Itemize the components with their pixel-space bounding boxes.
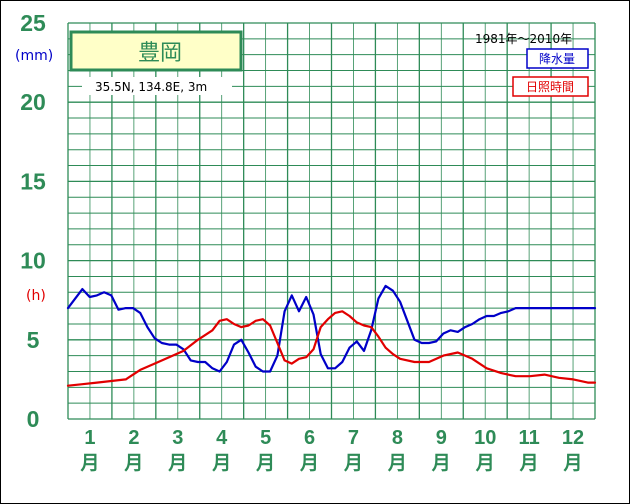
month-label: 11 <box>519 427 540 449</box>
y-tick-labels: 0 5 10 15 20 25 <box>20 10 46 432</box>
series-lines <box>66 284 597 387</box>
month-label: 1 <box>84 427 95 449</box>
sunshine-unit-label: (h) <box>26 288 46 304</box>
period-label: 1981年〜2010年 <box>475 32 572 46</box>
month-suffix: 月 <box>519 452 539 474</box>
month-label: 4 <box>216 427 228 449</box>
month-suffix: 月 <box>387 452 407 474</box>
month-suffix: 月 <box>563 452 583 474</box>
month-label: 10 <box>474 427 496 449</box>
y-tick-label: 5 <box>27 327 40 353</box>
month-suffix: 月 <box>255 452 275 474</box>
legend-sunshine: 日照時間 <box>526 80 574 94</box>
month-label: 8 <box>392 427 403 449</box>
y-tick-label: 15 <box>20 168 46 194</box>
month-labels: 1 月 2 月 3 月 4 月 5 月 6 月 7 月 8 月 9 月 10 月 11 月 12 月 <box>79 427 584 474</box>
y-tick-label: 0 <box>27 406 40 432</box>
legend-sunshine-box <box>512 76 589 97</box>
month-suffix: 月 <box>475 452 495 474</box>
month-suffix: 月 <box>431 452 451 474</box>
legend-precipitation-box <box>526 48 589 69</box>
month-label: 9 <box>436 427 447 449</box>
y-tick-label: 10 <box>20 248 46 274</box>
y-tick-label: 25 <box>20 10 46 36</box>
legend-precipitation: 降水量 <box>539 52 575 66</box>
month-label: 12 <box>562 427 584 449</box>
precipitation-unit-label: (mm) <box>15 48 53 64</box>
month-suffix: 月 <box>167 452 187 474</box>
month-label: 5 <box>260 427 271 449</box>
month-label: 3 <box>172 427 183 449</box>
station-name-box <box>69 30 243 72</box>
y-tick-label: 20 <box>20 89 46 115</box>
month-label: 2 <box>128 427 139 449</box>
station-location: 35.5N, 134.8E, 3m <box>95 80 207 94</box>
station-name: 豊岡 <box>138 41 182 66</box>
sunshine-line <box>66 310 597 387</box>
month-suffix: 月 <box>299 452 319 474</box>
month-label: 7 <box>348 427 359 449</box>
month-label: 6 <box>304 427 315 449</box>
location-label-bg <box>82 77 232 95</box>
precipitation-line <box>66 284 597 373</box>
month-suffix: 月 <box>123 452 143 474</box>
month-suffix: 月 <box>211 452 231 474</box>
chart-grid <box>67 22 596 420</box>
month-suffix: 月 <box>343 452 363 474</box>
month-suffix: 月 <box>79 452 99 474</box>
